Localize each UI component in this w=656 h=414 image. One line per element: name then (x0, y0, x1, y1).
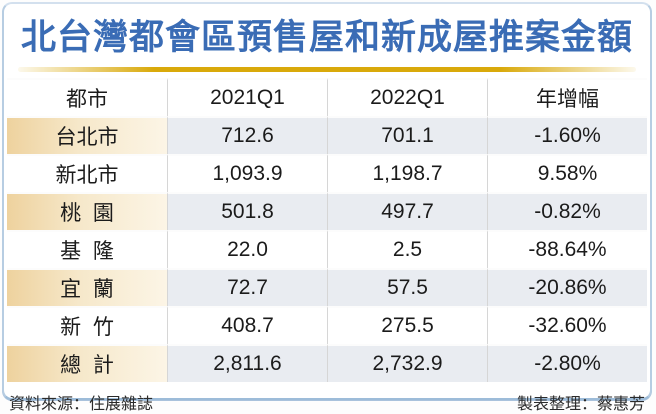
value-cell: 9.58% (487, 153, 647, 192)
value-cell: -2.80% (487, 343, 647, 382)
source-note: 資料來源：住展雜誌 (9, 395, 154, 413)
value-cell: 408.7 (167, 305, 327, 344)
table-row: 總 計 2,811.6 2,732.9 -2.80% (7, 343, 647, 382)
value-cell: 72.7 (167, 267, 327, 306)
value-cell: 275.5 (327, 305, 487, 344)
value-cell: 712.6 (167, 115, 327, 154)
gold-divider (18, 66, 636, 72)
city-cell: 台北市 (7, 115, 167, 154)
value-cell: 501.8 (167, 191, 327, 230)
column-header-2021q1: 2021Q1 (167, 77, 327, 116)
value-cell: 2,811.6 (167, 343, 327, 382)
table-row: 基 隆 22.0 2.5 -88.64% (7, 229, 647, 268)
table-header: 都市 2021Q1 2022Q1 年增幅 (7, 77, 647, 116)
value-cell: 22.0 (167, 229, 327, 268)
table-row: 新北市 1,093.9 1,198.7 9.58% (7, 153, 647, 192)
city-cell: 總 計 (7, 343, 167, 382)
value-cell: 2,732.9 (327, 343, 487, 382)
value-cell: -32.60% (487, 305, 647, 344)
table-row: 台北市 712.6 701.1 -1.60% (7, 115, 647, 154)
value-cell: 1,198.7 (327, 153, 487, 192)
value-cell: 57.5 (327, 267, 487, 306)
value-cell: 497.7 (327, 191, 487, 230)
table-row: 桃 園 501.8 497.7 -0.82% (7, 191, 647, 230)
value-cell: 701.1 (327, 115, 487, 154)
data-table: 都市 2021Q1 2022Q1 年增幅 台北市 712.6 701.1 -1.60%… (7, 77, 647, 382)
city-cell: 新 竹 (7, 305, 167, 344)
value-cell: 1,093.9 (167, 153, 327, 192)
page-title: 北台灣都會區預售屋和新成屋推案金額 (20, 18, 633, 57)
value-cell: -1.60% (487, 115, 647, 154)
value-cell: -0.82% (487, 191, 647, 230)
city-cell: 宜 蘭 (7, 267, 167, 306)
column-header-city: 都市 (7, 77, 167, 116)
city-cell: 新北市 (7, 153, 167, 192)
credit-note: 製表整理：蔡惠芳 (516, 395, 645, 413)
table-row: 宜 蘭 72.7 57.5 -20.86% (7, 267, 647, 306)
footer-notes: 資料來源：住展雜誌 製表整理：蔡惠芳 (9, 390, 645, 414)
table-header-row: 都市 2021Q1 2022Q1 年增幅 (7, 77, 647, 116)
value-cell: -20.86% (487, 267, 647, 306)
table-body: 台北市 712.6 701.1 -1.60% 新北市 1,093.9 1,198.7 9.58… (7, 115, 647, 382)
value-cell: 2.5 (327, 229, 487, 268)
city-cell: 基 隆 (7, 229, 167, 268)
column-header-yoy: 年增幅 (487, 77, 647, 116)
column-header-2022q1: 2022Q1 (327, 77, 487, 116)
table-row: 新 竹 408.7 275.5 -32.60% (7, 305, 647, 344)
city-cell: 桃 園 (7, 191, 167, 230)
value-cell: -88.64% (487, 229, 647, 268)
